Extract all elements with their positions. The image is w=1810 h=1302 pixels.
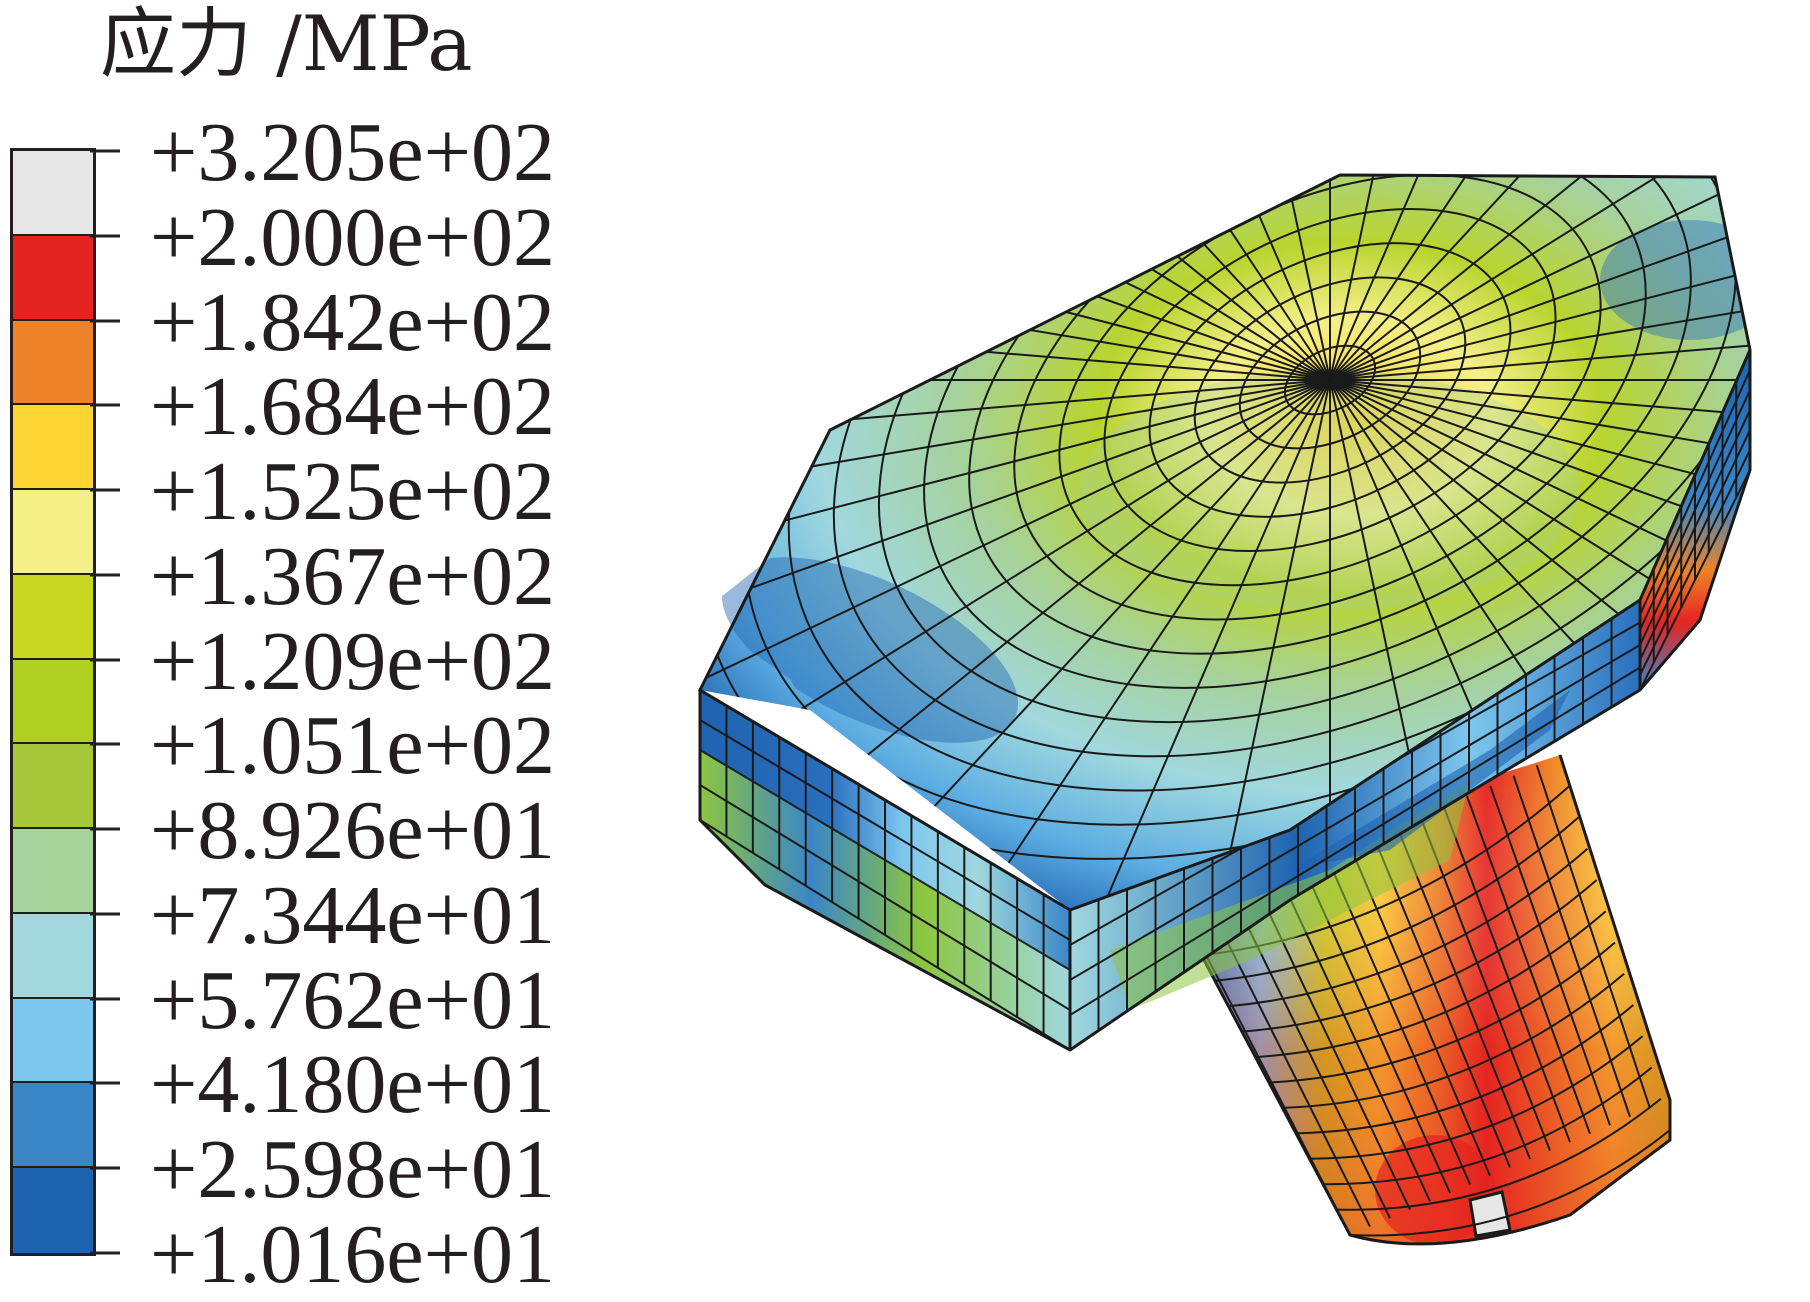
legend-tick-label: +5.762e+01 xyxy=(150,953,556,1047)
legend-tick-label: +1.209e+02 xyxy=(150,614,556,708)
legend-tick xyxy=(90,658,120,662)
color-band xyxy=(13,235,93,321)
color-band xyxy=(13,320,93,406)
legend-tick xyxy=(90,1251,120,1255)
color-band xyxy=(13,490,93,575)
legend-tick xyxy=(90,742,120,746)
color-band xyxy=(13,405,93,491)
legend-tick xyxy=(90,234,120,238)
legend-tick xyxy=(90,488,120,492)
legend-tick-label: +1.525e+02 xyxy=(150,445,556,539)
legend-tick-label: +1.051e+02 xyxy=(150,699,556,793)
legend-tick xyxy=(90,827,120,831)
color-band xyxy=(13,659,93,745)
legend-tick-label: +7.344e+01 xyxy=(150,868,556,962)
legend-tick-label: +1.842e+02 xyxy=(150,275,556,369)
bolt-head xyxy=(698,173,1752,1052)
legend-tick-label: +1.367e+02 xyxy=(150,529,556,623)
color-bar xyxy=(10,148,96,1256)
legend-tick xyxy=(90,1166,120,1170)
color-band xyxy=(13,574,93,660)
legend-tick-label: +4.180e+01 xyxy=(150,1038,556,1132)
legend-tick-label: +2.000e+02 xyxy=(150,190,556,284)
fem-mesh-model xyxy=(698,173,1752,1246)
legend-tick xyxy=(90,573,120,577)
legend-tick xyxy=(90,1081,120,1085)
shaft-mesh xyxy=(1188,755,1670,1237)
legend-title: 应力 /MPa xyxy=(100,0,473,88)
color-band xyxy=(13,151,93,236)
legend-tick xyxy=(90,149,120,153)
legend-tick-label: +8.926e+01 xyxy=(150,784,556,878)
legend-tick xyxy=(90,997,120,1001)
max-stress-region xyxy=(1468,1190,1512,1238)
color-band xyxy=(13,1168,93,1253)
legend-tick-label: +1.016e+01 xyxy=(150,1208,556,1301)
legend-tick-label: +3.205e+02 xyxy=(150,106,556,199)
mesh-lines xyxy=(700,750,1070,1050)
legend-tick xyxy=(90,912,120,916)
color-band xyxy=(13,744,93,830)
color-band xyxy=(13,829,93,914)
legend-tick xyxy=(90,403,120,407)
color-band xyxy=(13,998,93,1084)
color-band xyxy=(13,913,93,999)
legend-tick-label: +1.684e+02 xyxy=(150,360,556,454)
legend-tick xyxy=(90,319,120,323)
color-band xyxy=(13,1083,93,1169)
legend-tick-label: +2.598e+01 xyxy=(150,1123,556,1217)
